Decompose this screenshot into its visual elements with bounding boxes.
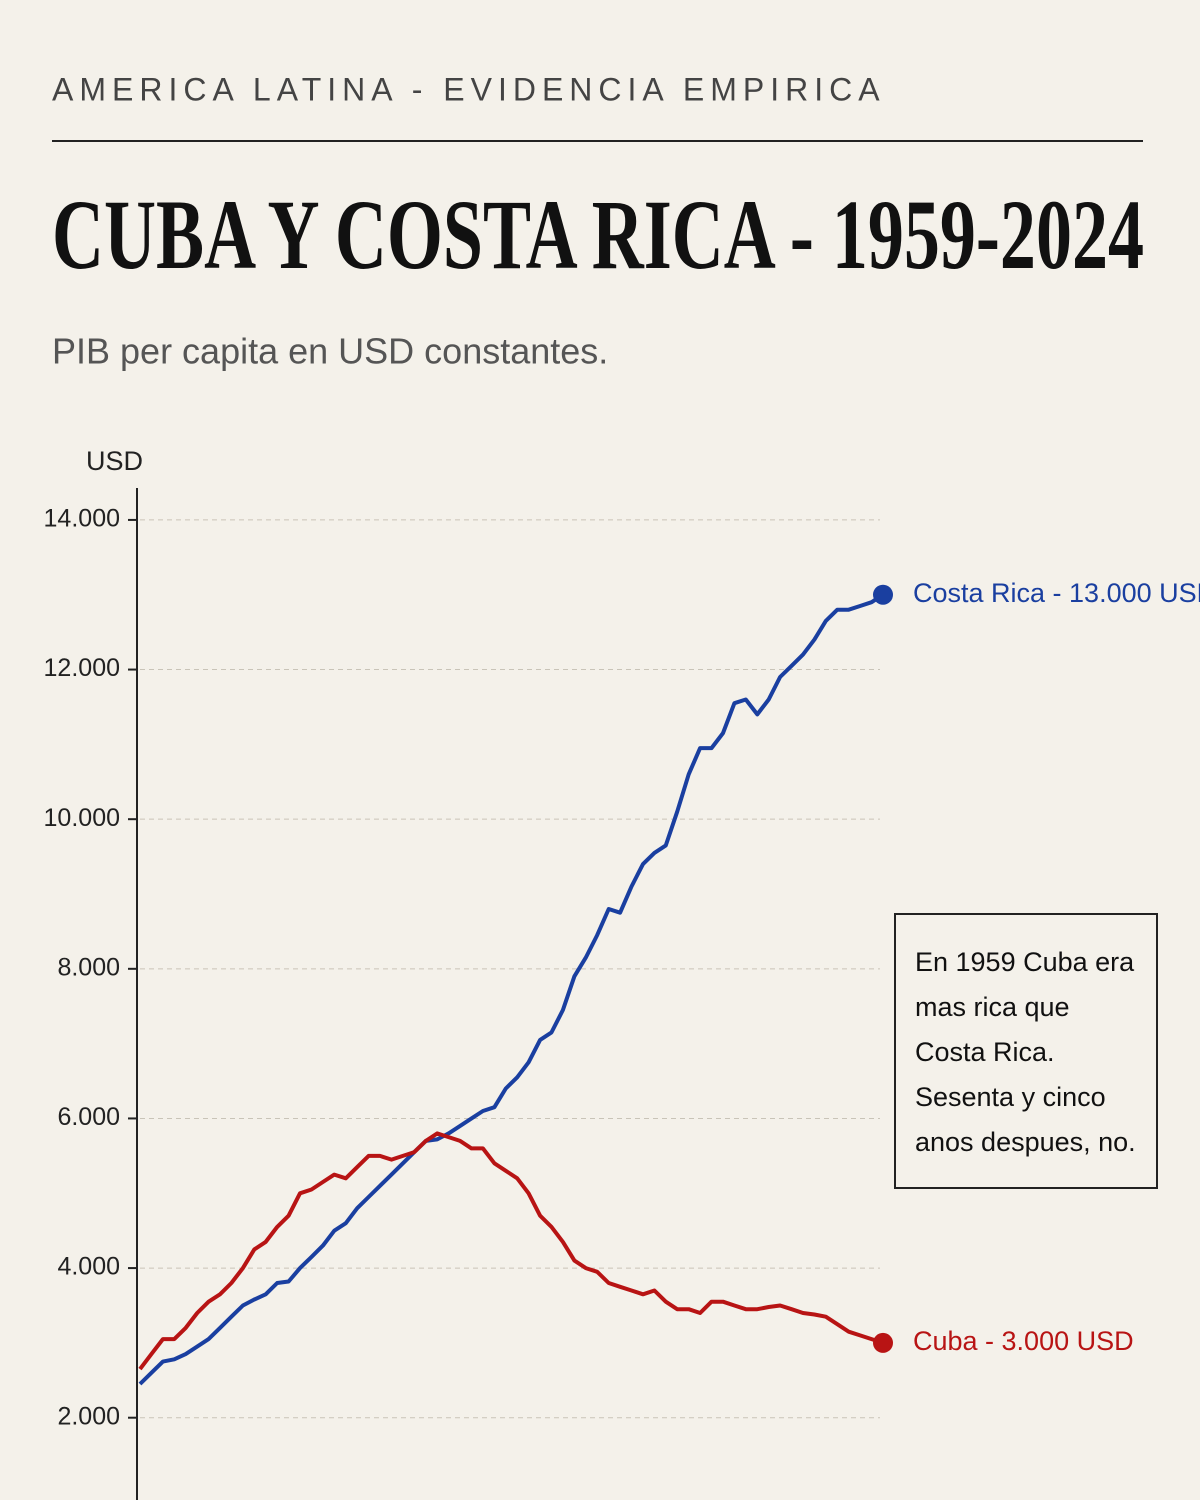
kicker: AMERICA LATINA - EVIDENCIA EMPIRICA — [52, 71, 886, 107]
y-tick-label: 6.000 — [57, 1103, 120, 1131]
chart-title: CUBA Y COSTA RICA - 1959-2024 — [52, 179, 1144, 290]
y-tick-label: 4.000 — [57, 1253, 120, 1281]
series-line — [138, 1131, 884, 1371]
end-label: Cuba - 3.000 USD — [913, 1326, 1134, 1356]
end-dot — [873, 1332, 893, 1353]
end-label: Costa Rica - 13.000 USD — [913, 578, 1200, 608]
annotation-text: anos despues, no. — [915, 1127, 1136, 1157]
y-tick-label: 12.000 — [44, 654, 120, 682]
y-tick-label: 10.000 — [44, 804, 120, 832]
annotation-text: mas rica que — [915, 992, 1070, 1022]
annotation-text: Sesenta y cinco — [915, 1082, 1106, 1112]
end-dot — [873, 584, 893, 605]
annotation-text: En 1959 Cuba era — [915, 947, 1135, 977]
y-tick-label: 2.000 — [57, 1402, 120, 1430]
y-axis-label: USD — [86, 446, 143, 476]
chart-subtitle: PIB per capita en USD constantes. — [52, 331, 608, 372]
y-tick-label: 14.000 — [44, 505, 120, 533]
series-line — [138, 593, 885, 1386]
annotation-text: Costa Rica. — [915, 1037, 1055, 1067]
annotation-box — [894, 913, 1158, 1189]
y-tick-label: 8.000 — [57, 953, 120, 981]
